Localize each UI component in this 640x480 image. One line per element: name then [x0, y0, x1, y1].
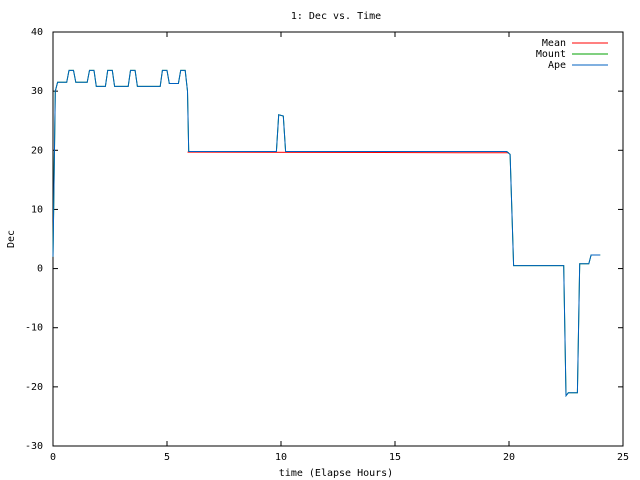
- y-tick-label: -30: [25, 441, 43, 452]
- y-tick-label: 40: [31, 27, 43, 38]
- series-line-mean: [187, 151, 509, 154]
- legend-label-mean: Mean: [542, 38, 566, 49]
- y-axis-label: Dec: [6, 230, 17, 248]
- y-tick-label: 30: [31, 86, 43, 97]
- y-tick-label: -10: [25, 323, 43, 334]
- series-line-mount: [52, 69, 601, 398]
- series-lines: [52, 69, 601, 398]
- x-tick-label: 25: [617, 452, 629, 463]
- x-tick-label: 20: [503, 452, 515, 463]
- plot-frame: [52, 31, 624, 447]
- x-tick-label: 10: [275, 452, 287, 463]
- x-tick-label: 0: [50, 452, 56, 463]
- legend-label-ape: Ape: [548, 60, 566, 71]
- x-axis-label: time (Elapse Hours): [279, 468, 393, 479]
- axes: 0 5 10 15 20 25 -30 -20 -10 0 10 20 30 40: [25, 27, 629, 463]
- series-line-ape: [52, 69, 601, 398]
- y-tick-label: 0: [37, 264, 43, 275]
- y-tick-label: 20: [31, 145, 43, 156]
- y-tick-label: -20: [25, 382, 43, 393]
- x-tick-label: 5: [164, 452, 170, 463]
- x-tick-label: 15: [389, 452, 401, 463]
- y-tick-label: 10: [31, 204, 43, 215]
- legend-label-mount: Mount: [536, 49, 566, 60]
- chart-title: 1: Dec vs. Time: [291, 11, 381, 22]
